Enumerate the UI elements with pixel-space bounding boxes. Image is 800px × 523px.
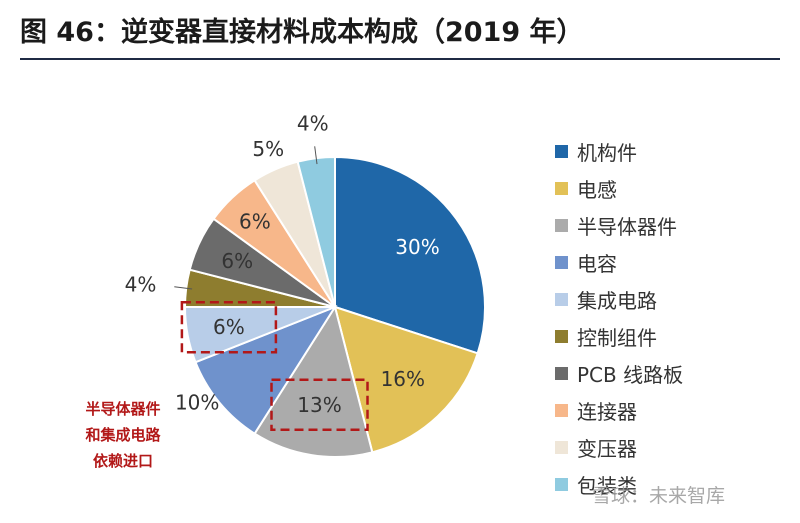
legend-swatch <box>555 367 568 380</box>
legend: 机构件电感半导体器件电容集成电路控制组件 PCB 线路板 连接器变压器包装类 <box>555 133 683 503</box>
slice-label: 30% <box>395 235 439 259</box>
legend-label: 电感 <box>577 178 617 202</box>
slice-label: 5% <box>252 137 284 161</box>
legend-item: 机构件 <box>555 133 683 170</box>
note-line: 半导体器件 <box>85 400 161 418</box>
legend-label: 电容 <box>577 252 617 276</box>
slice-label: 10% <box>175 391 219 415</box>
legend-label: 包装类 <box>577 474 637 498</box>
slice-label: 13% <box>297 393 341 417</box>
pie-slice <box>334 155 486 355</box>
legend-item: 变压器 <box>555 429 683 466</box>
legend-swatch <box>555 219 568 232</box>
slice-label: 6% <box>221 249 253 273</box>
legend-item: 半导体器件 <box>555 207 683 244</box>
pie-slice <box>194 304 338 436</box>
legend-swatch <box>555 256 568 269</box>
legend-swatch <box>555 182 568 195</box>
legend-label: 半导体器件 <box>577 215 677 239</box>
legend-label: 机构件 <box>577 141 637 165</box>
page-title: 图 46：逆变器直接材料成本构成（2019 年） <box>20 17 584 48</box>
leader-line <box>314 146 318 165</box>
legend-swatch <box>555 293 568 306</box>
legend-swatch <box>555 145 568 158</box>
slice-label: 6% <box>239 210 271 234</box>
legend-item: 电容 <box>555 244 683 281</box>
pie-slice <box>253 304 374 459</box>
legend-label: 控制组件 <box>577 326 657 350</box>
note-line: 和集成电路 <box>85 426 161 444</box>
highlight-box <box>180 300 278 354</box>
legend-item: 包装类 <box>555 466 683 503</box>
legend-item: PCB 线路板 <box>555 355 683 392</box>
watermark: 雪球：未来智库 <box>592 485 726 507</box>
highlight-box <box>270 378 369 432</box>
legend-item: 集成电路 <box>555 281 683 318</box>
slice-label: 16% <box>381 367 425 391</box>
note-line: 依赖进口 <box>92 452 153 470</box>
leader-line <box>174 286 193 290</box>
legend-label: PCB 线路板 <box>577 363 684 387</box>
pie-slice <box>333 305 479 454</box>
legend-swatch <box>555 404 568 417</box>
import-dependency-note: 半导体器件 和集成电路 依赖进口 <box>58 396 188 474</box>
slice-label: 4% <box>297 111 329 135</box>
legend-label: 变压器 <box>577 437 637 461</box>
legend-label: 集成电路 <box>577 289 657 313</box>
slice-label: 6% <box>213 315 245 339</box>
legend-label: 连接器 <box>577 400 637 424</box>
legend-swatch <box>555 330 568 343</box>
legend-swatch <box>555 478 568 491</box>
legend-item: 电感 <box>555 170 683 207</box>
legend-item: 连接器 <box>555 392 683 429</box>
slice-label: 4% <box>125 272 157 296</box>
legend-swatch <box>555 441 568 454</box>
legend-item: 控制组件 <box>555 318 683 355</box>
title-rule <box>20 58 780 60</box>
